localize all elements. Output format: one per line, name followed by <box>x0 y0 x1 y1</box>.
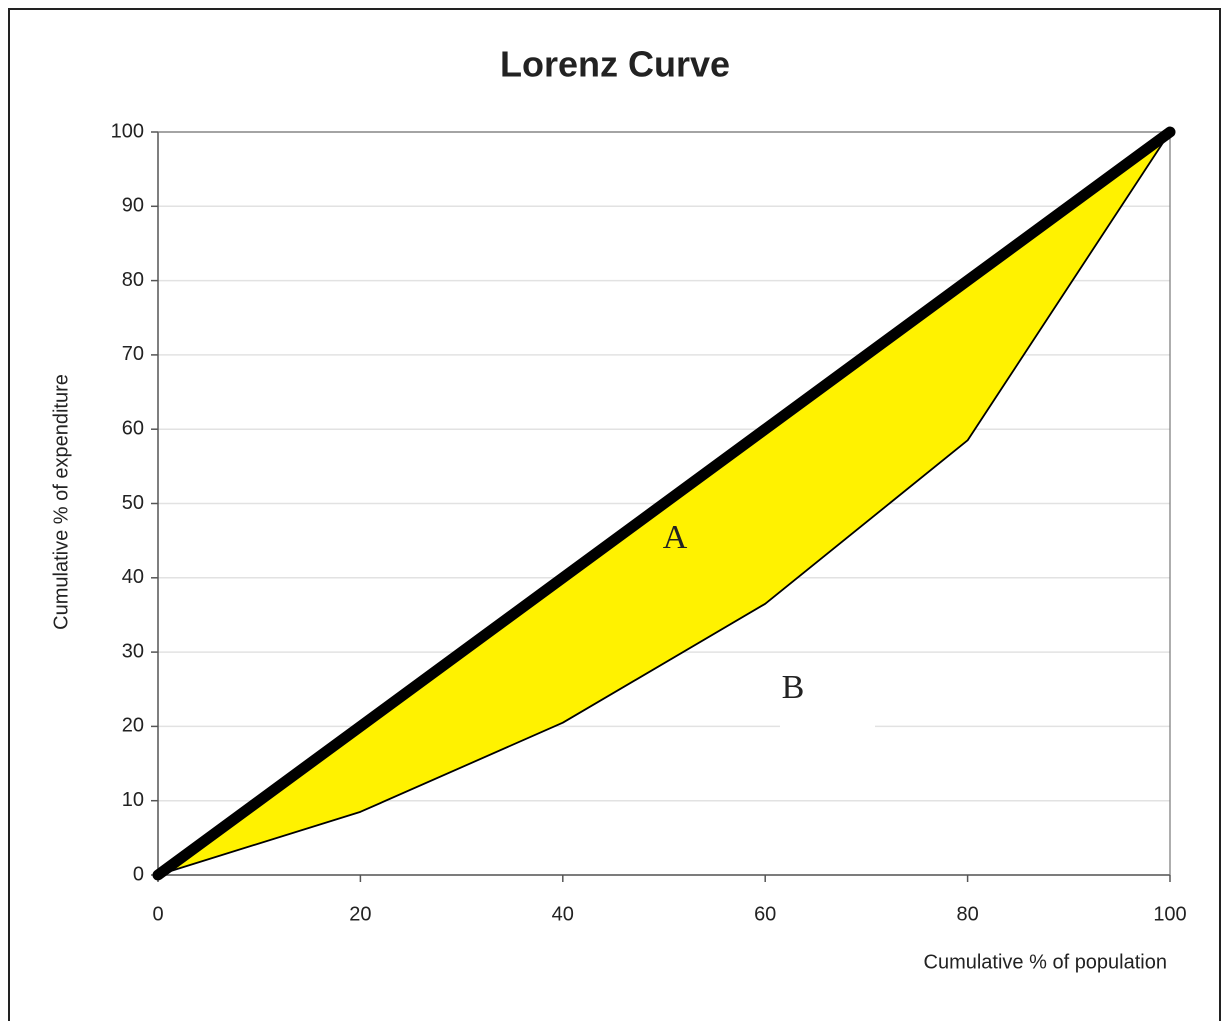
y-tick-label: 100 <box>111 120 144 142</box>
y-tick-label: 80 <box>122 269 144 291</box>
y-axis-label: Cumulative % of expenditure <box>50 374 72 630</box>
equality-line <box>152 126 1176 881</box>
y-tick-label: 0 <box>133 863 144 885</box>
x-tick-label: 80 <box>956 903 978 925</box>
chart-title: Lorenz Curve <box>500 44 730 85</box>
chart-frame <box>8 8 1221 1021</box>
x-tick-label: 40 <box>552 903 574 925</box>
annotation: A <box>663 519 688 556</box>
y-tick-label: 40 <box>122 566 144 588</box>
y-tick-label: 70 <box>122 343 144 365</box>
y-tick-label: 90 <box>122 195 144 217</box>
y-tick-label: 60 <box>122 417 144 439</box>
x-tick-label: 60 <box>754 903 776 925</box>
x-tick-label: 20 <box>349 903 371 925</box>
x-tick-label: 0 <box>152 903 163 925</box>
y-tick-label: 50 <box>122 492 144 514</box>
y-tick-label: 30 <box>122 640 144 662</box>
x-tick-label: 100 <box>1153 903 1186 925</box>
x-axis-label: Cumulative % of population <box>924 951 1167 973</box>
annotation-backing <box>780 665 875 730</box>
annotation: B <box>782 669 805 706</box>
y-tick-label: 20 <box>122 715 144 737</box>
y-tick-label: 10 <box>122 789 144 811</box>
lorenz-curve <box>157 131 1171 876</box>
